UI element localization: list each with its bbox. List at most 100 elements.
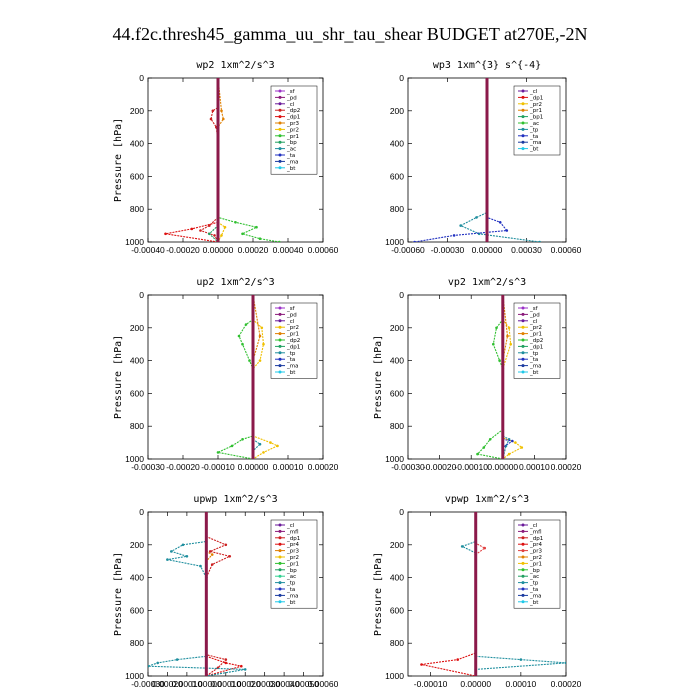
legend-marker bbox=[521, 364, 525, 368]
x-tick-label: 0.00000 bbox=[203, 245, 234, 255]
y-tick-label: 600 bbox=[390, 605, 404, 615]
legend-marker bbox=[521, 325, 525, 329]
legend-marker bbox=[521, 312, 525, 316]
series-point-dp2 bbox=[482, 446, 486, 449]
y-tick-label: 800 bbox=[390, 638, 404, 648]
series-point-pr2 bbox=[269, 441, 272, 444]
legend-marker bbox=[278, 319, 282, 323]
series-line-dp2 bbox=[199, 78, 219, 242]
panel-2: wp3 1xm^{3} s^{-4}02004006008001000-0.00… bbox=[385, 60, 582, 255]
legend-label: _pr3 bbox=[286, 121, 300, 127]
legend-label: _bp bbox=[286, 140, 297, 146]
y-tick-label: 800 bbox=[130, 421, 144, 431]
x-tick-label: 0.00040 bbox=[273, 245, 304, 255]
legend-marker bbox=[278, 542, 282, 546]
legend-label: _ac bbox=[529, 121, 539, 127]
x-tick-label: -0.00030 bbox=[431, 245, 465, 255]
y-tick-label: 400 bbox=[130, 139, 144, 149]
legend-marker bbox=[278, 108, 282, 112]
x-tick-label: 0.00020 bbox=[230, 679, 261, 689]
legend-box bbox=[270, 519, 318, 609]
panel-title: vpwp 1xm^2/s^3 bbox=[445, 494, 529, 505]
y-axis-label: Pressure [hPa] bbox=[113, 552, 124, 636]
series-line-dp2 bbox=[216, 295, 254, 459]
legend-label: _bt bbox=[286, 166, 296, 172]
legend-label: _pr3 bbox=[286, 549, 300, 555]
legend-label: _mfl bbox=[529, 529, 542, 535]
series-point-pr1 bbox=[258, 334, 262, 338]
legend-label: _ma bbox=[529, 364, 541, 370]
legend-marker bbox=[521, 140, 525, 144]
legend-label: _tp bbox=[286, 351, 296, 357]
legend-label: _ta bbox=[529, 587, 538, 593]
series-line-tp bbox=[148, 512, 246, 676]
legend-marker bbox=[521, 351, 525, 355]
legend-label: _pr2 bbox=[529, 555, 542, 561]
x-tick-label: 0.00020 bbox=[551, 679, 582, 689]
y-tick-label: 400 bbox=[130, 356, 144, 366]
legend-marker bbox=[278, 102, 282, 106]
series-point-dp2 bbox=[488, 438, 492, 441]
legend-label: _pr2 bbox=[529, 102, 542, 108]
series-point-dp2 bbox=[492, 342, 495, 346]
x-tick-label: 0.00010 bbox=[273, 462, 304, 472]
series-line-dp1 bbox=[165, 78, 219, 242]
y-tick-label: 0 bbox=[399, 73, 404, 83]
legend-label: _tp bbox=[286, 581, 296, 587]
series-point-ta bbox=[498, 221, 502, 224]
y-axis-label: Pressure [hPa] bbox=[373, 552, 384, 636]
x-tick-label: 0.00060 bbox=[551, 245, 582, 255]
y-tick-label: 1000 bbox=[125, 454, 144, 464]
legend-label: _cl bbox=[286, 319, 295, 325]
legend-marker bbox=[278, 159, 282, 163]
legend-marker bbox=[521, 344, 525, 348]
legend-marker bbox=[521, 332, 525, 336]
legend-box bbox=[270, 85, 318, 175]
series-point-pr4 bbox=[456, 658, 460, 661]
legend-label: _pr1 bbox=[286, 561, 299, 567]
legend-label: _bt bbox=[529, 370, 539, 376]
legend-label: _cl bbox=[529, 89, 538, 95]
legend-label: _dp1 bbox=[286, 115, 300, 121]
series-point-tp bbox=[459, 224, 463, 227]
series-point-tp bbox=[507, 438, 511, 441]
legend-label: _ta bbox=[286, 153, 295, 159]
x-tick-label: 0.00010 bbox=[210, 679, 241, 689]
x-tick-label: 0.00010 bbox=[505, 679, 536, 689]
y-tick-label: 600 bbox=[130, 388, 144, 398]
legend-label: _ta bbox=[529, 134, 538, 140]
y-tick-label: 600 bbox=[390, 171, 404, 181]
series-point-tp bbox=[185, 555, 189, 558]
series-group bbox=[216, 295, 279, 459]
series-point-tp bbox=[156, 661, 159, 665]
series-point-tp bbox=[538, 240, 541, 242]
series-group bbox=[420, 512, 566, 676]
y-tick-label: 800 bbox=[130, 204, 144, 214]
legend-label: _sf bbox=[286, 89, 296, 95]
legend-marker bbox=[521, 593, 525, 597]
series-point-dp1 bbox=[190, 227, 194, 231]
series-line-pr1 bbox=[252, 295, 261, 459]
x-tick-label: 0.00000 bbox=[460, 679, 491, 689]
y-tick-label: 600 bbox=[390, 388, 404, 398]
x-tick-label: 0.00000 bbox=[487, 462, 518, 472]
y-tick-label: 200 bbox=[390, 323, 404, 333]
y-tick-label: 1000 bbox=[125, 671, 144, 681]
legend-marker bbox=[278, 312, 282, 316]
legend-label: _bt bbox=[529, 147, 539, 153]
legend-label: _ma bbox=[286, 364, 298, 370]
series-line-ta bbox=[414, 78, 508, 242]
legend-label: _pr1 bbox=[286, 332, 299, 338]
y-axis-label: Pressure [hPa] bbox=[113, 335, 124, 419]
series-line-pr3 bbox=[217, 78, 224, 242]
series-point-pr2 bbox=[262, 342, 265, 346]
legend-box bbox=[513, 519, 561, 609]
legend-label: _ac bbox=[529, 574, 539, 580]
legend-label: _pr4 bbox=[529, 542, 543, 548]
legend: _sf_pd_cl_pr2_pr1_dp2_dp1_tp_ta_ma_bt bbox=[270, 302, 318, 379]
x-tick-label: 0.00020 bbox=[152, 679, 183, 689]
series-point-dp1 bbox=[228, 555, 231, 558]
x-tick-label: -0.00040 bbox=[131, 245, 165, 255]
legend: _cl_mfl_dp1_pr4_pr3_pr2_pr1_bp_ac_tp_ta_… bbox=[513, 519, 561, 609]
legend-label: _dp1 bbox=[286, 344, 300, 350]
